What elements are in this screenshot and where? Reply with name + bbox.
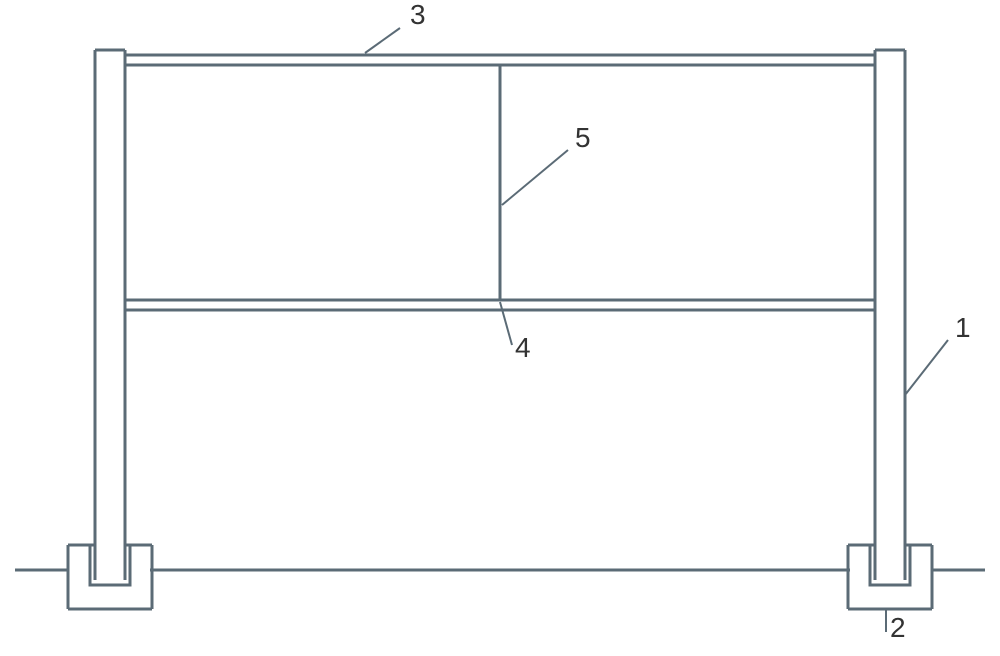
callout-1: 1 (955, 312, 971, 344)
callout-3: 3 (410, 0, 426, 31)
callout-5: 5 (575, 122, 591, 154)
structural-diagram (0, 0, 1000, 656)
callout-4: 4 (515, 332, 531, 364)
callout-2: 2 (890, 612, 906, 644)
